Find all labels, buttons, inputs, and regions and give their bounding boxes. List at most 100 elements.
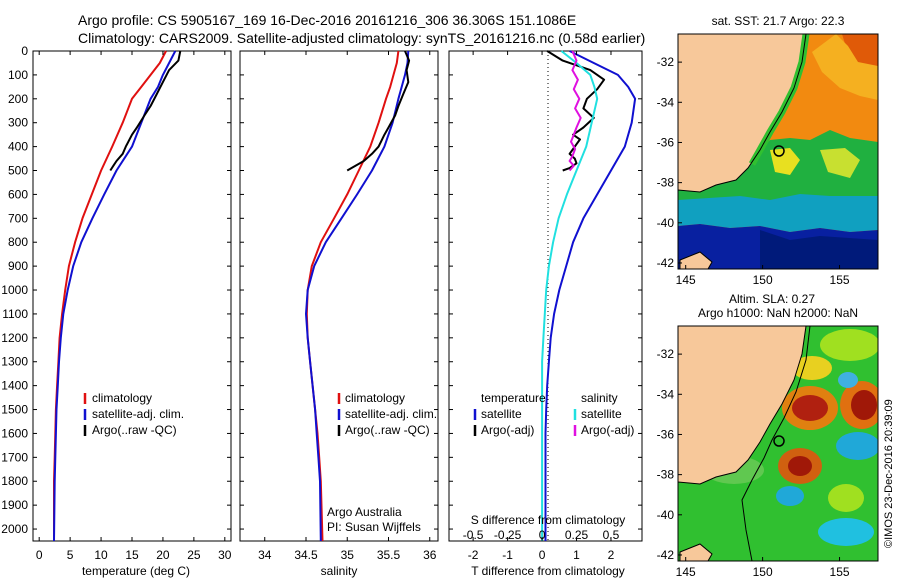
s-tick-label: 0.25 (565, 528, 589, 542)
depth-axis: 0 100 200 300 400 500 600 700 800 900 1000 1100 1200… (1, 44, 642, 536)
legend-label-s-argo: Argo(-adj) (581, 423, 634, 437)
depth-tick-label: 1000 (1, 283, 28, 297)
depth-tick-label: 1900 (1, 498, 28, 512)
x-axes: 0 5 10 15 20 25 30 34 34.5 35 35.5 36 -2 -1 0 1 2 -0.5 -0.… (36, 51, 620, 562)
depth-tick-label: 900 (8, 259, 28, 273)
depth-tick-label: 500 (8, 164, 28, 178)
difference-series (541, 50, 637, 541)
lat-tick-label: -32 (657, 55, 675, 69)
sla-map-image (678, 326, 878, 561)
sst-map-frame (677, 33, 879, 270)
lon-tick-label: 145 (676, 565, 696, 579)
series-line-s-argo-adj- (568, 50, 582, 172)
x-tick-label: 20 (156, 548, 170, 562)
lat-tick-label: -36 (657, 135, 675, 149)
legend-label-argo: Argo(..raw -QC) (345, 423, 430, 437)
lon-tick-label: 155 (830, 273, 850, 287)
depth-tick-label: 300 (8, 116, 28, 130)
imos-credit: ©IMOS 23-Dec-2016 20:39:09 (883, 399, 895, 548)
x-tick-label: 0 (36, 548, 43, 562)
temperature-series (53, 50, 182, 542)
x-tick-label: -2 (468, 548, 479, 562)
s-tick-label: 0.5 (603, 528, 620, 542)
depth-tick-label: 1300 (1, 355, 28, 369)
x-tick-label: -1 (502, 548, 513, 562)
legend-label-climatology: climatology (92, 391, 152, 405)
sla-argo-marker (773, 435, 785, 447)
series-line-t-argo-adj- (546, 50, 606, 172)
series-line-argo-raw-qc- (109, 50, 182, 172)
legend-label-climatology: climatology (345, 391, 405, 405)
legend-label-satellite: satellite-adj. clim. (92, 407, 184, 421)
lat-tick-label: -40 (657, 508, 675, 522)
lon-tick-label: 150 (753, 565, 773, 579)
s-tick-label: 0 (539, 528, 546, 542)
legend-label-t-satellite: satellite (481, 407, 522, 421)
sla-map-title2: Argo h1000: NaN h2000: NaN (698, 306, 858, 320)
x-tick-label: 34.5 (294, 548, 318, 562)
sla-map-frame (677, 325, 879, 562)
depth-tick-label: 1800 (1, 474, 28, 488)
s-tick-label: -0.25 (494, 528, 522, 542)
depth-tick-label: 800 (8, 235, 28, 249)
credit-pi: PI: Susan Wijffels (327, 520, 421, 534)
x-tick-label: 36 (423, 548, 437, 562)
series-line-t-satellite (544, 50, 637, 541)
x-tick-label: 35 (341, 548, 355, 562)
x-tick-label: 0 (539, 548, 546, 562)
legend-label-t-argo: Argo(-adj) (481, 423, 534, 437)
depth-tick-label: 1600 (1, 426, 28, 440)
x-tick-label: 30 (218, 548, 232, 562)
depth-tick-label: 1100 (2, 307, 28, 321)
depth-tick-label: 700 (8, 211, 28, 225)
sst-map-title: sat. SST: 21.7 Argo: 22.3 (712, 14, 845, 28)
lon-tick-label: 145 (676, 273, 696, 287)
lat-tick-label: -38 (657, 176, 675, 190)
credit-organisation: Argo Australia (327, 505, 402, 519)
depth-tick-label: 1700 (1, 450, 28, 464)
figure-title-line1: Argo profile: CS 5905167_169 16-Dec-2016… (78, 12, 576, 28)
s-tick-label: -0.5 (463, 528, 484, 542)
salinity-series (305, 50, 411, 542)
figure-title-line2: Climatology: CARS2009. Satellite-adjuste… (78, 30, 645, 46)
legend-label-argo: Argo(..raw -QC) (92, 423, 177, 437)
salinity-axis-label: salinity (321, 564, 358, 578)
temperature-plot-frame (32, 50, 232, 542)
depth-tick-label: 1200 (1, 331, 28, 345)
lon-tick-label: 155 (830, 565, 850, 579)
legend-heading-temperature: temperature (481, 391, 546, 405)
difference-legend: temperature satellite Argo(-adj) salinit… (473, 391, 634, 437)
depth-tick-label: 100 (8, 68, 28, 82)
lat-tick-label: -38 (657, 468, 675, 482)
depth-tick-label: 400 (8, 140, 28, 154)
lon-tick-label: 150 (753, 273, 773, 287)
sla-map-title1: Altim. SLA: 0.27 (729, 292, 815, 306)
depth-tick-label: 1500 (1, 403, 28, 417)
x-tick-label: 10 (94, 548, 108, 562)
depth-tick-label: 200 (8, 92, 28, 106)
lat-tick-label: -34 (657, 95, 675, 109)
series-line-s-satellite (541, 50, 599, 541)
depth-tick-label: 600 (8, 187, 28, 201)
lat-tick-label: -40 (657, 216, 675, 230)
lat-tick-label: -42 (657, 548, 675, 562)
sst-map-image (678, 34, 878, 269)
x-tick-label: 15 (125, 548, 139, 562)
sst-argo-marker (773, 145, 785, 157)
depth-tick-label: 1400 (1, 379, 28, 393)
temperature-legend: climatology satellite-adj. clim. Argo(..… (83, 391, 184, 437)
series-line-satellite-adj-clim- (305, 50, 410, 542)
legend-label-satellite: satellite-adj. clim. (345, 407, 437, 421)
salinity-legend: climatology satellite-adj. clim. Argo(..… (337, 391, 437, 437)
depth-tick-label: 0 (21, 44, 28, 58)
lat-tick-label: -36 (657, 427, 675, 441)
x-tick-label: 1 (573, 548, 580, 562)
legend-label-s-satellite: satellite (581, 407, 622, 421)
x-tick-label: 5 (67, 548, 74, 562)
lat-tick-label: -32 (657, 347, 675, 361)
series-line-argo-raw-qc- (346, 50, 411, 172)
series-line-satellite-adj-clim- (53, 50, 177, 542)
s-difference-axis-label: S difference from climatology (471, 513, 626, 527)
